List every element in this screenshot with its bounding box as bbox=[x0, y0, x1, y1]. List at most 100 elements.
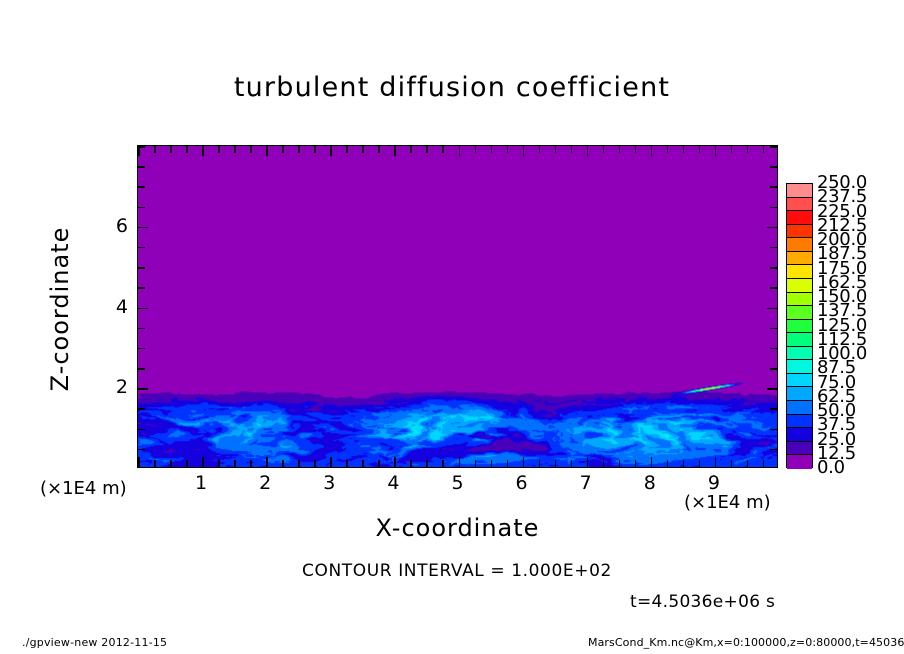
x-axis-tick-top bbox=[698, 146, 701, 153]
x-tick-label: 2 bbox=[259, 472, 272, 494]
y-axis-tick-right bbox=[770, 287, 777, 289]
colorbar-cell bbox=[787, 333, 812, 347]
y-axis-tick bbox=[138, 327, 145, 330]
x-axis-tick bbox=[346, 460, 348, 467]
x-axis-tick bbox=[330, 457, 332, 467]
x-axis-tick-top bbox=[554, 146, 557, 153]
colorbar-cell bbox=[787, 387, 812, 401]
colorbar-cell bbox=[787, 251, 812, 266]
y-axis-tick bbox=[138, 226, 148, 229]
x-axis-tick-top bbox=[186, 146, 188, 153]
x-axis-tick-top bbox=[618, 146, 621, 153]
y-axis-tick bbox=[138, 368, 145, 370]
colorbar-label: 75.0 bbox=[817, 371, 856, 393]
contour-interval-label: CONTOUR INTERVAL = 1.000E+02 bbox=[302, 561, 612, 581]
y-axis-tick bbox=[138, 267, 145, 269]
x-axis-tick-top bbox=[394, 146, 396, 156]
colorbar-label: 225.0 bbox=[817, 200, 868, 222]
x-axis-tick bbox=[442, 460, 444, 467]
x-axis-tick-top bbox=[330, 146, 332, 156]
y-axis-tick bbox=[138, 206, 145, 209]
x-axis-tick bbox=[538, 460, 541, 467]
colorbar-label: 62.5 bbox=[817, 385, 856, 407]
colorbar-cell bbox=[787, 441, 812, 456]
x-axis-tick bbox=[714, 457, 717, 467]
x-axis-tick bbox=[234, 460, 236, 467]
x-axis-tick-top bbox=[570, 146, 573, 153]
x-axis-tick bbox=[458, 457, 460, 467]
x-axis-tick-top bbox=[522, 146, 525, 156]
x-axis-tick-top bbox=[266, 146, 268, 156]
colorbar-label: 250.0 bbox=[817, 172, 868, 193]
x-axis-tick bbox=[218, 460, 220, 467]
colorbar: 250.0 237.5 225.0 212.5 200.0 187.5 175.0 162.5… bbox=[786, 174, 904, 477]
x-tick-label: 1 bbox=[195, 472, 208, 494]
colorbar-cell bbox=[787, 224, 812, 239]
colorbar-cell bbox=[787, 197, 812, 212]
x-axis-tick bbox=[506, 460, 509, 467]
y-axis-tick-right bbox=[767, 307, 777, 309]
x-axis-tick-top bbox=[410, 146, 412, 153]
colorbar-cell bbox=[787, 401, 812, 415]
x-axis-tick bbox=[762, 460, 765, 467]
x-axis-tick bbox=[650, 457, 653, 467]
y-axis-tick-right bbox=[770, 206, 777, 209]
y-axis-tick bbox=[138, 347, 145, 350]
x-axis-tick-top bbox=[298, 146, 300, 153]
x-axis-tick bbox=[602, 460, 605, 467]
x-axis-tick-top bbox=[666, 146, 669, 153]
colorbar-label: 37.5 bbox=[817, 414, 856, 436]
x-axis-tick bbox=[282, 460, 284, 467]
colorbar-cell bbox=[787, 414, 812, 429]
x-axis-tick bbox=[474, 460, 477, 467]
y-axis-tick-right bbox=[770, 448, 777, 451]
colorbar-label: 0.0 bbox=[817, 457, 845, 478]
x-axis-tick bbox=[362, 460, 364, 467]
x-axis-tick bbox=[586, 457, 589, 467]
x-axis-tick-top bbox=[746, 146, 749, 153]
colorbar-cell bbox=[787, 278, 812, 293]
x-axis-tick-top bbox=[138, 146, 140, 156]
y-axis-tick-right bbox=[770, 166, 777, 168]
x-axis-tick bbox=[746, 460, 749, 467]
x-axis-tick bbox=[154, 460, 156, 467]
colorbar-label: 87.5 bbox=[817, 357, 856, 379]
x-axis-tick bbox=[570, 460, 573, 467]
colorbar-cell bbox=[787, 455, 812, 469]
y-tick-label: 6 bbox=[115, 214, 128, 237]
y-axis-tick bbox=[138, 388, 148, 390]
heatmap-field bbox=[138, 146, 777, 467]
y-axis-tick bbox=[138, 166, 145, 168]
colorbar-label: 150.0 bbox=[817, 286, 868, 307]
colorbar-label: 237.5 bbox=[817, 186, 868, 208]
colorbar-cell bbox=[787, 428, 812, 442]
y-tick-label: 2 bbox=[115, 376, 128, 399]
plot-area bbox=[137, 145, 778, 468]
x-axis-tick-top bbox=[474, 146, 477, 153]
x-axis-tick-top bbox=[650, 146, 653, 156]
colorbar-label: 212.5 bbox=[817, 214, 868, 236]
y-axis-tick bbox=[138, 186, 145, 188]
y-tick-labels: 2 4 6 bbox=[88, 145, 128, 468]
x-axis-tick bbox=[730, 460, 733, 467]
x-tick-label: 6 bbox=[515, 472, 528, 494]
y-axis-title: Z-coordinate bbox=[46, 226, 74, 392]
colorbar-tick-labels: 250.0 237.5 225.0 212.5 200.0 187.5 175.0 162.5… bbox=[817, 173, 903, 478]
x-axis-tick bbox=[266, 457, 268, 467]
y-axis-tick-right bbox=[767, 226, 777, 229]
colorbar-label: 187.5 bbox=[817, 243, 868, 265]
x-axis-tick bbox=[186, 460, 188, 467]
x-axis-tick bbox=[250, 460, 252, 467]
page-title: turbulent diffusion coefficient bbox=[233, 72, 671, 103]
colorbar-gradient bbox=[786, 183, 813, 469]
x-axis-tick-top bbox=[682, 146, 685, 153]
x-axis-tick-top bbox=[202, 146, 204, 156]
x-axis-tick bbox=[170, 460, 172, 467]
time-label: t=4.5036e+06 s bbox=[630, 592, 776, 612]
x-axis-tick-top bbox=[426, 146, 428, 153]
colorbar-label: 112.5 bbox=[817, 328, 868, 350]
x-axis-tick-top bbox=[762, 146, 765, 153]
x-axis-tick-top bbox=[442, 146, 444, 153]
x-axis-tick-top bbox=[586, 146, 589, 156]
colorbar-label: 50.0 bbox=[817, 400, 856, 421]
